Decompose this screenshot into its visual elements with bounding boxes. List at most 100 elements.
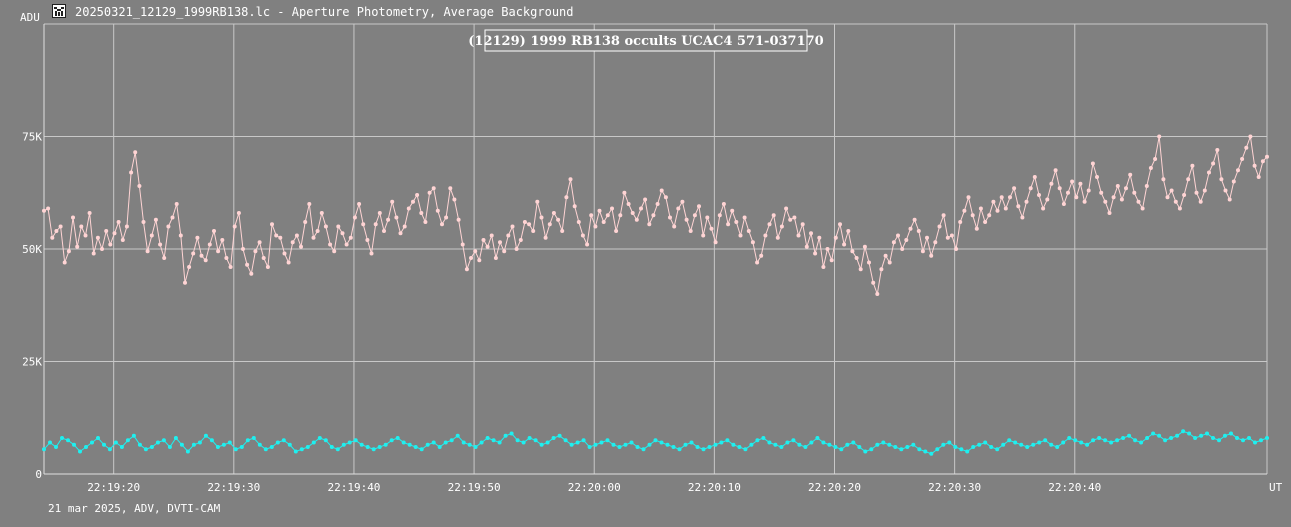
data-point [962,208,967,213]
data-point [425,442,430,447]
x-tick-label: 22:19:20 [87,481,140,494]
data-point [1223,188,1228,193]
data-point [1020,215,1025,220]
data-point [62,260,67,265]
data-point [618,213,623,218]
data-point [1061,202,1066,206]
data-point [684,217,689,222]
data-point [871,280,876,285]
data-point [788,217,793,222]
data-point [1235,436,1239,440]
data-point [1244,145,1249,150]
data-point [1012,186,1017,191]
data-point [775,235,780,240]
data-point [195,235,200,240]
data-point [1229,431,1233,436]
data-point [473,249,478,254]
data-point [489,233,494,238]
data-point [311,235,316,240]
data-point [278,235,283,240]
data-point [659,440,664,445]
data-point [1252,163,1257,168]
data-point [862,244,867,249]
data-point [1175,433,1180,438]
data-point [443,440,448,445]
data-point [1119,197,1124,202]
data-point [166,224,171,229]
data-point [717,213,722,218]
data-point [1231,179,1236,184]
data-point [395,436,400,440]
data-point [1223,433,1227,438]
data-point [485,436,490,440]
data-point [293,449,298,454]
data-point [759,253,764,258]
data-point [1103,438,1108,443]
data-point [683,442,688,447]
data-point [1115,184,1120,188]
data-point [112,231,117,236]
data-point [153,217,158,222]
data-point [435,208,440,213]
data-point [228,265,233,269]
data-point [1045,197,1050,202]
data-point [630,211,635,215]
data-point [191,251,196,256]
data-point [245,262,250,267]
chart-title: (12129) 1999 RB138 occults UCAC4 571-037… [468,34,823,49]
data-point [875,442,880,447]
data-point [185,449,190,454]
data-point [726,222,731,227]
data-point [1248,134,1253,139]
data-point [560,229,565,233]
footer-info: 21 mar 2025, ADV, DVTI-CAM [48,502,221,515]
data-point [332,249,337,254]
data-point [845,442,850,447]
data-point [804,244,809,249]
data-point [124,224,129,229]
data-point [369,251,374,256]
data-point [191,442,196,447]
data-point [90,440,94,445]
data-point [437,445,442,449]
data-point [1182,193,1187,197]
data-point [761,436,766,440]
data-point [232,224,237,229]
data-point [54,445,58,449]
data-point [647,222,652,227]
data-point [46,206,51,211]
data-point [1019,442,1024,447]
data-point [79,224,84,229]
data-point [904,238,909,242]
data-point [174,202,179,206]
data-point [738,233,743,238]
data-point [611,442,616,447]
data-point [221,442,226,447]
data-point [522,220,527,224]
data-point [1074,195,1079,200]
x-tick-label: 22:19:30 [207,481,260,494]
tick-labels: 0 25K 50K 75K 22:19:20 22:19:30 22:19:40 22:19:… [22,131,1282,495]
data-point [1025,445,1030,449]
data-point [1037,193,1041,197]
data-point [398,231,403,236]
data-point [1199,433,1204,438]
data-point [833,235,838,240]
data-point [551,436,556,440]
data-point [1053,168,1058,173]
data-point [1140,206,1145,211]
data-point [680,199,685,204]
data-point [1001,442,1006,447]
data-point [730,208,735,213]
data-point [887,260,892,265]
data-point [587,445,592,449]
data-point [299,244,303,249]
data-point [71,215,75,220]
data-point [829,258,834,263]
data-point [719,440,724,445]
data-point [568,177,573,182]
data-point [1181,429,1186,434]
data-point [440,222,444,227]
x-tick-label: 22:20:10 [688,481,741,494]
data-point [701,233,706,238]
